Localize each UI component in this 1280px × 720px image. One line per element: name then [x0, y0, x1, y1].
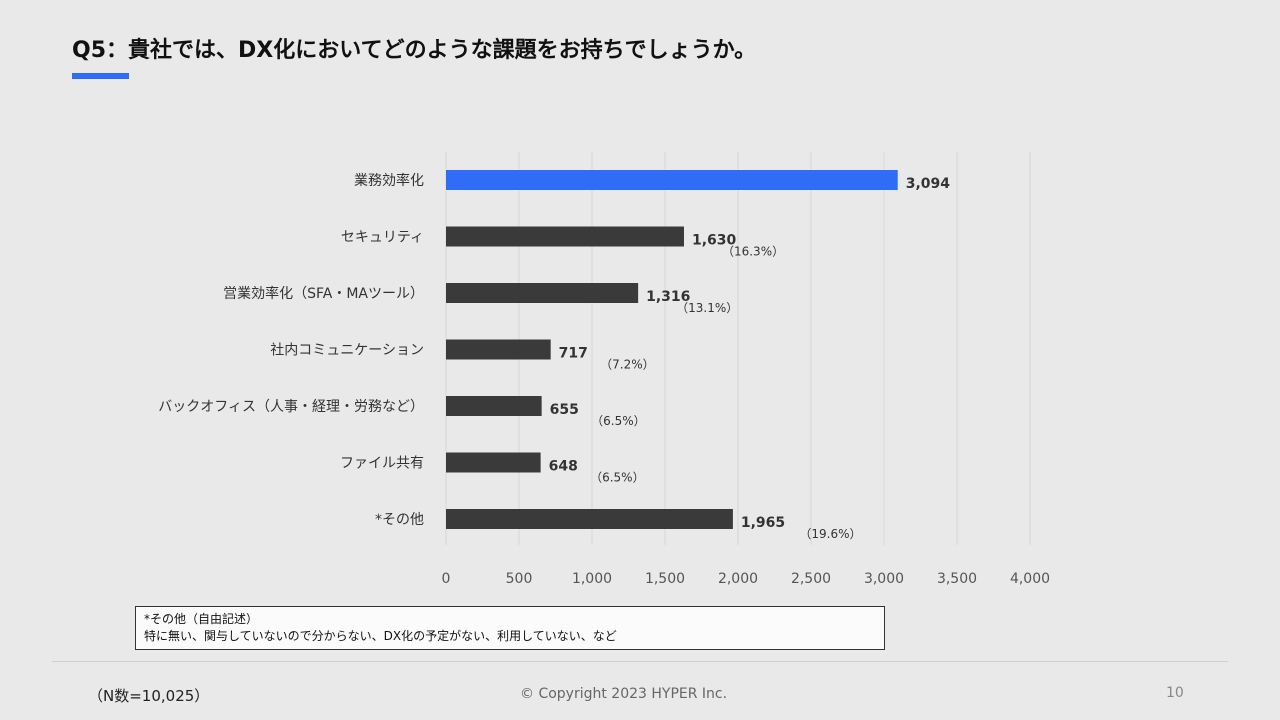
category-label: 営業効率化（SFA・MAツール） — [223, 285, 424, 302]
category-label: ファイル共有 — [340, 456, 424, 472]
bar — [446, 509, 733, 529]
x-tick-label: 2,000 — [718, 571, 758, 587]
value-label: 1,965 — [741, 515, 785, 531]
other-note-text: 特に無い、関与していないので分からない、DX化の予定がない、利用していない、など — [144, 629, 617, 643]
category-label: バックオフィス（人事・経理・労務など） — [158, 399, 424, 415]
other-note-box: *その他（自由記述） 特に無い、関与していないので分からない、DX化の予定がない… — [135, 606, 885, 650]
percent-label: （13.1%） — [676, 301, 738, 315]
percent-label: （6.5%） — [591, 414, 646, 428]
x-tick-label: 1,500 — [645, 571, 685, 587]
value-label: 3,094 — [906, 176, 951, 192]
percent-label: （19.6%） — [799, 527, 861, 541]
bar — [446, 396, 542, 416]
category-label: セキュリティ — [341, 230, 424, 246]
x-tick-label: 1,000 — [572, 571, 612, 587]
percent-label: （7.2%） — [600, 358, 655, 372]
value-label: 717 — [559, 346, 588, 362]
value-label: 655 — [550, 402, 579, 418]
other-note-title: *その他（自由記述） — [144, 612, 259, 626]
footer-divider — [52, 661, 1228, 662]
bar — [446, 283, 639, 303]
page-number: 10 — [1166, 685, 1184, 701]
x-tick-label: 2,500 — [791, 571, 831, 587]
sample-size-label: （N数=10,025） — [88, 687, 210, 705]
title-accent-bar — [72, 73, 129, 79]
x-tick-label: 3,000 — [864, 571, 904, 587]
x-tick-label: 4,000 — [1010, 571, 1050, 587]
percent-label: （6.5%） — [590, 471, 645, 485]
slide-title: Q5：貴社では、DX化においてどのような課題をお持ちでしょうか。 — [72, 38, 757, 63]
x-tick-label: 0 — [442, 571, 451, 587]
bar-chart: 0 500 1,000 1,500 2,000 2,500 3,000 3,500 4,000 業… — [158, 152, 1050, 587]
copyright-text: © Copyright 2023 HYPER Inc. — [520, 686, 728, 702]
category-label: 社内コミュニケーション — [270, 343, 424, 359]
value-label: 1,630 — [692, 233, 737, 249]
bar — [446, 452, 541, 473]
category-label: *その他 — [375, 512, 424, 528]
bar — [446, 339, 551, 360]
category-label: 業務効率化 — [354, 172, 424, 189]
bar — [446, 226, 684, 247]
value-label: 648 — [549, 459, 578, 475]
value-label: 1,316 — [646, 289, 690, 305]
percent-label: （16.3%） — [722, 245, 784, 259]
bar — [446, 170, 898, 190]
x-tick-label: 500 — [506, 571, 533, 587]
x-tick-label: 3,500 — [937, 571, 977, 587]
